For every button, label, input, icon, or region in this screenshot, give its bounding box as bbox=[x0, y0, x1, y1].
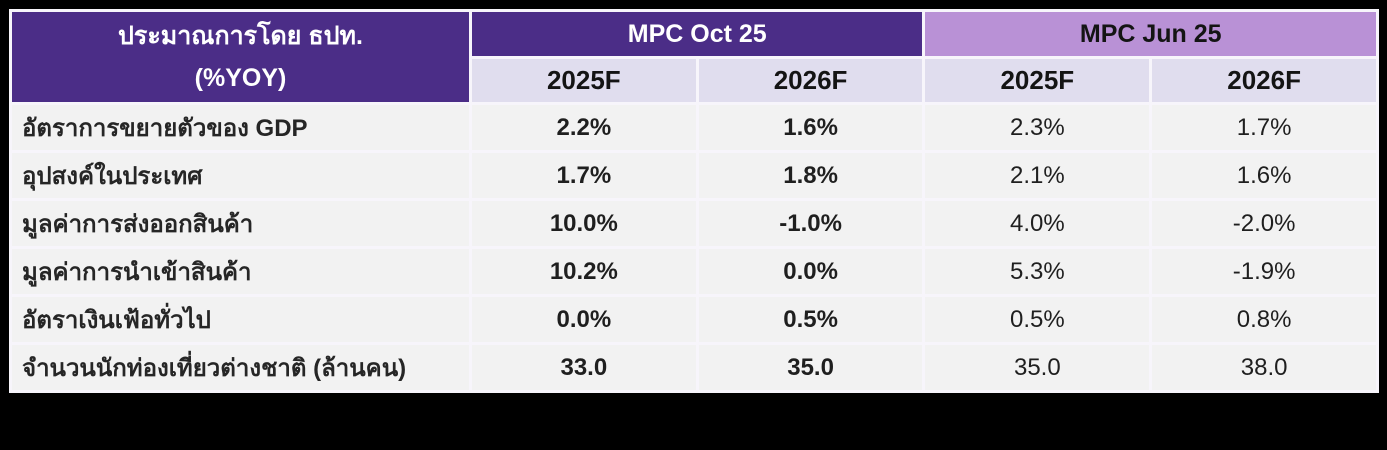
row-label-domestic-demand: อุปสงค์ในประเทศ bbox=[12, 153, 469, 198]
table-title-line1: ประมาณการโดย ธปท. bbox=[118, 21, 363, 50]
table-row: จำนวนนักท่องเที่ยวต่างชาติ (ล้านคน) 33.0… bbox=[12, 345, 1376, 390]
row-label-foreign-tourists: จำนวนนักท่องเที่ยวต่างชาติ (ล้านคน) bbox=[12, 345, 469, 390]
cell-value: 35.0 bbox=[698, 345, 923, 390]
cell-value: -1.9% bbox=[1152, 249, 1376, 294]
table-title-line2: (%YOY) bbox=[194, 64, 287, 92]
row-label-headline-inflation: อัตราเงินเฟ้อทั่วไป bbox=[12, 297, 469, 342]
cell-value: 10.2% bbox=[471, 249, 696, 294]
cell-value: 0.0% bbox=[471, 297, 696, 342]
column-group-mpc-jun-25: MPC Jun 25 bbox=[925, 12, 1376, 56]
cell-value: 1.7% bbox=[471, 153, 696, 198]
cell-value: 1.6% bbox=[1152, 153, 1376, 198]
cell-value: 35.0 bbox=[925, 345, 1150, 390]
table-row: มูลค่าการนำเข้าสินค้า 10.2% 0.0% 5.3% -1… bbox=[12, 249, 1376, 294]
cell-value: 0.8% bbox=[1152, 297, 1376, 342]
cell-value: 33.0 bbox=[471, 345, 696, 390]
subheader-oct-2026f: 2026F bbox=[698, 59, 923, 102]
table-title-cell: ประมาณการโดย ธปท. (%YOY) bbox=[12, 12, 469, 102]
cell-value: 1.7% bbox=[1152, 105, 1376, 150]
cell-value: 5.3% bbox=[925, 249, 1150, 294]
table-row: มูลค่าการส่งออกสินค้า 10.0% -1.0% 4.0% -… bbox=[12, 201, 1376, 246]
cell-value: 10.0% bbox=[471, 201, 696, 246]
table-row: อุปสงค์ในประเทศ 1.7% 1.8% 2.1% 1.6% bbox=[12, 153, 1376, 198]
group-header-row: ประมาณการโดย ธปท. (%YOY) MPC Oct 25 MPC … bbox=[12, 12, 1376, 102]
subheader-row: 2025F 2026F 2025F 2026F bbox=[12, 59, 1376, 102]
cell-value: 1.6% bbox=[698, 105, 923, 150]
cell-value: 1.8% bbox=[698, 153, 923, 198]
cell-value: 2.3% bbox=[925, 105, 1150, 150]
subheader-jun-2026f: 2026F bbox=[1152, 59, 1376, 102]
bot-forecast-table: ประมาณการโดย ธปท. (%YOY) MPC Oct 25 MPC … bbox=[9, 9, 1379, 393]
table-row: อัตราเงินเฟ้อทั่วไป 0.0% 0.5% 0.5% 0.8% bbox=[12, 297, 1376, 342]
cell-value: 38.0 bbox=[1152, 345, 1376, 390]
cell-value: 2.2% bbox=[471, 105, 696, 150]
row-label-gdp-growth: อัตราการขยายตัวของ GDP bbox=[12, 105, 469, 150]
row-label-import-value: มูลค่าการนำเข้าสินค้า bbox=[12, 249, 469, 294]
subheader-oct-2025f: 2025F bbox=[471, 59, 696, 102]
column-group-mpc-oct-25: MPC Oct 25 bbox=[471, 12, 923, 56]
cell-value: 0.0% bbox=[698, 249, 923, 294]
cell-value: -2.0% bbox=[1152, 201, 1376, 246]
cell-value: 2.1% bbox=[925, 153, 1150, 198]
row-label-export-value: มูลค่าการส่งออกสินค้า bbox=[12, 201, 469, 246]
subheader-jun-2025f: 2025F bbox=[925, 59, 1150, 102]
cell-value: 4.0% bbox=[925, 201, 1150, 246]
cell-value: -1.0% bbox=[698, 201, 923, 246]
cell-value: 0.5% bbox=[925, 297, 1150, 342]
table-row: อัตราการขยายตัวของ GDP 2.2% 1.6% 2.3% 1.… bbox=[12, 105, 1376, 150]
cell-value: 0.5% bbox=[698, 297, 923, 342]
